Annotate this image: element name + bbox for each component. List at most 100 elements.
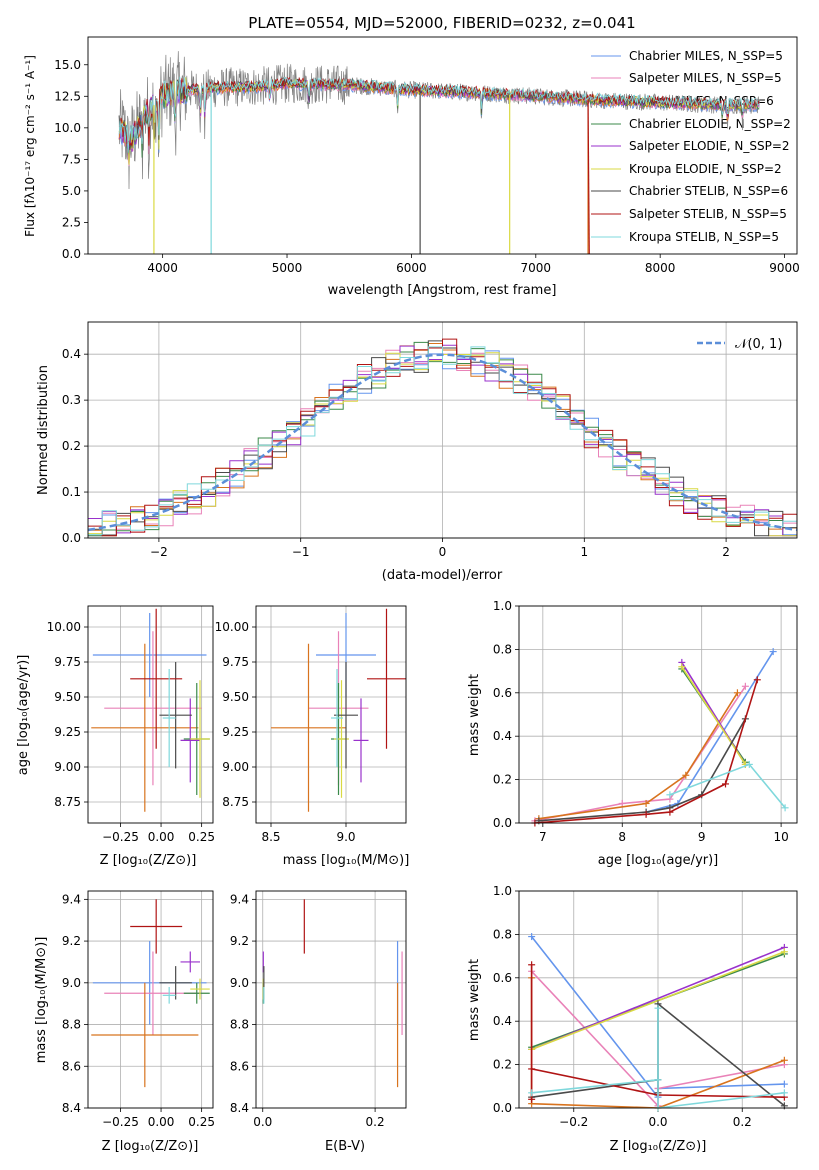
y-tick-label: 0.3 xyxy=(62,393,81,407)
residuals-ylabel: Normed distribution xyxy=(36,365,51,495)
y-tick-label: 8.8 xyxy=(230,1018,249,1032)
legend-label: Chabrier MILES, N_SSP=5 xyxy=(629,49,783,63)
mass-weight-line xyxy=(645,651,774,813)
gaussian-curve xyxy=(87,353,798,532)
x-tick-label: 0.25 xyxy=(188,1115,215,1129)
legend-entry: Salpeter MILES, N_SSP=5 xyxy=(591,71,782,85)
x-tick-label: 9000 xyxy=(769,261,800,275)
x-tick-label: 2 xyxy=(722,545,730,559)
age-vs-mass-axes: 8.5 9.0 8.75 9.00 9.25 9.50 9.75 10.00 xyxy=(215,605,407,844)
x-tick-label: 5000 xyxy=(272,261,303,275)
x-tick-label: 0.00 xyxy=(148,830,175,844)
y-tick-label: 8.8 xyxy=(62,1018,81,1032)
y-tick-label: 0.4 xyxy=(493,1014,512,1028)
axes-frame xyxy=(518,605,798,824)
y-tick-label: 0.4 xyxy=(493,729,512,743)
y-tick-label: 8.4 xyxy=(62,1101,81,1115)
massw-age-xlabel: age [log₁₀(age/yr)] xyxy=(598,853,719,868)
residuals-xlabel: (data-model)/error xyxy=(382,568,503,583)
y-tick-label: 0.2 xyxy=(62,439,81,453)
y-tick-label: 0.0 xyxy=(493,1101,512,1115)
axes-frame xyxy=(87,321,798,539)
legend-label: Chabrier STELIB, N_SSP=6 xyxy=(629,184,788,198)
legend-label: Kroupa ELODIE, N_SSP=2 xyxy=(629,162,782,176)
y-tick-label: 0.0 xyxy=(493,816,512,830)
mass-vs-ebv-axes: 0.0 0.2 8.4 8.6 8.8 9.0 9.2 9.4 xyxy=(230,890,407,1129)
x-tick-label: −2 xyxy=(150,545,168,559)
y-tick-label: 0.8 xyxy=(493,927,512,941)
axes-background xyxy=(88,606,213,823)
x-tick-label: 0.0 xyxy=(648,1115,667,1129)
age-z-ylabel: age [log₁₀(age/yr)] xyxy=(16,655,31,776)
axes-frame xyxy=(255,890,407,1109)
residuals-axes: −2 −1 0 1 2 0.0 0.1 0.2 0.3 0.4 xyxy=(62,321,798,559)
y-tick-label: 9.4 xyxy=(62,892,81,906)
y-tick-label: 8.6 xyxy=(230,1059,249,1073)
x-tick-label: 6000 xyxy=(396,261,427,275)
massweight-vs-Z-axes: −0.2 0.0 0.2 0.0 0.2 0.4 0.6 0.8 1.0 xyxy=(493,884,798,1129)
legend-entry: Chabrier ELODIE, N_SSP=2 xyxy=(591,117,791,131)
massweight-vs-age-axes: 7 8 9 10 0.0 0.2 0.4 0.6 0.8 1.0 xyxy=(493,599,798,844)
axes-background xyxy=(88,891,213,1108)
x-tick-label: 8000 xyxy=(645,261,676,275)
age-mass-xlabel: mass [log₁₀(M/M⊙)] xyxy=(283,853,410,868)
legend-entry: Kroupa STELIB, N_SSP=5 xyxy=(591,230,779,244)
y-tick-label: 9.75 xyxy=(222,655,249,669)
axes-frame xyxy=(87,890,214,1109)
y-tick-label: 0.6 xyxy=(493,971,512,985)
massw-age-ylabel: mass weight xyxy=(467,674,482,756)
legend-entry: Salpeter ELODIE, N_SSP=2 xyxy=(591,139,790,153)
model-spectrum-line xyxy=(118,77,759,150)
y-tick-label: 0.0 xyxy=(62,531,81,545)
gaussian-legend-label: 𝒩(0, 1) xyxy=(735,337,782,352)
legend-entry: Chabrier STELIB, N_SSP=6 xyxy=(591,184,788,198)
y-tick-label: 0.1 xyxy=(62,485,81,499)
y-tick-label: 9.0 xyxy=(230,976,249,990)
y-tick-label: 10.0 xyxy=(54,121,81,135)
y-tick-label: 9.2 xyxy=(62,934,81,948)
y-tick-label: 9.50 xyxy=(222,690,249,704)
legend-label: Kroupa STELIB, N_SSP=5 xyxy=(629,230,779,244)
y-tick-label: 0.4 xyxy=(62,347,81,361)
legend-label: Chabrier ELODIE, N_SSP=2 xyxy=(629,117,791,131)
x-tick-label: 0.2 xyxy=(366,1115,385,1129)
y-tick-label: 9.2 xyxy=(230,934,249,948)
y-tick-label: 10.00 xyxy=(47,620,81,634)
legend-label: Salpeter STELIB, N_SSP=5 xyxy=(629,207,787,221)
y-tick-label: 8.75 xyxy=(54,795,81,809)
x-tick-label: 10 xyxy=(773,830,788,844)
legend-entry: Chabrier MILES, N_SSP=5 xyxy=(591,49,783,63)
massw-z-xlabel: Z [log₁₀(Z/Z⊙)] xyxy=(610,1139,707,1154)
legend-label: Salpeter ELODIE, N_SSP=2 xyxy=(629,139,790,153)
massw-z-ylabel: mass weight xyxy=(467,959,482,1041)
age-z-xlabel: Z [log₁₀(Z/Z⊙)] xyxy=(100,853,197,868)
y-tick-label: 8.75 xyxy=(222,795,249,809)
y-tick-label: 0.2 xyxy=(493,1058,512,1072)
y-tick-label: 9.4 xyxy=(230,892,249,906)
spectrum-title: PLATE=0554, MJD=52000, FIBERID=0232, z=0… xyxy=(248,14,635,32)
y-tick-label: 9.0 xyxy=(62,976,81,990)
y-tick-label: 15.0 xyxy=(54,58,81,72)
mass-z-xlabel: Z [log₁₀(Z/Z⊙)] xyxy=(102,1139,199,1154)
x-tick-label: 7000 xyxy=(521,261,552,275)
x-tick-label: 0.0 xyxy=(253,1115,272,1129)
x-tick-label: 4000 xyxy=(147,261,178,275)
y-tick-label: 12.5 xyxy=(54,89,81,103)
y-tick-label: 5.0 xyxy=(62,184,81,198)
mass-weight-line xyxy=(534,685,747,822)
y-tick-label: 2.5 xyxy=(62,215,81,229)
mass-ebv-xlabel: E(B-V) xyxy=(325,1139,365,1154)
x-tick-label: 9.0 xyxy=(336,830,355,844)
x-tick-label: 8 xyxy=(618,830,626,844)
y-tick-label: 9.25 xyxy=(222,725,249,739)
y-tick-label: 7.5 xyxy=(62,152,81,166)
mass-weight-line xyxy=(531,1008,785,1108)
axes-frame xyxy=(255,605,407,824)
y-tick-label: 9.00 xyxy=(222,760,249,774)
x-tick-label: 7 xyxy=(539,830,547,844)
legend-label: Salpeter MILES, N_SSP=5 xyxy=(629,71,782,85)
legend-entry: Salpeter STELIB, N_SSP=5 xyxy=(591,207,787,221)
spectrum-ylabel: Flux [fλ10⁻¹⁷ erg cm⁻² s⁻¹ A⁻¹] xyxy=(23,55,37,237)
residuals-legend: 𝒩(0, 1) xyxy=(697,337,782,352)
